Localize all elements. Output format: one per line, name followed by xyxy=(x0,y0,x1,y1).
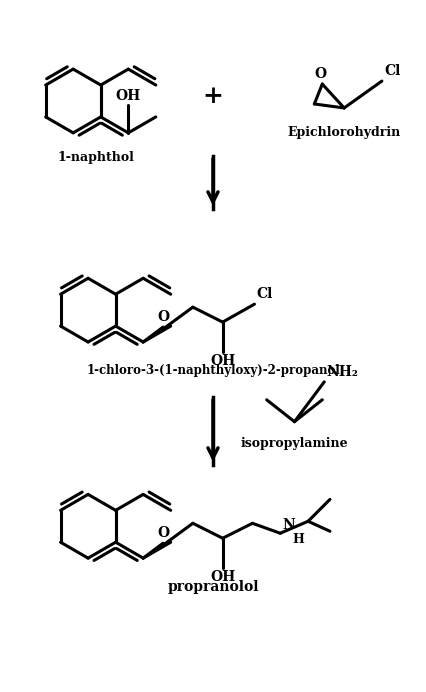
Text: propranolol: propranolol xyxy=(167,580,259,594)
Text: O: O xyxy=(157,526,169,540)
Text: isopropylamine: isopropylamine xyxy=(241,437,348,450)
Text: O: O xyxy=(157,310,169,324)
Text: NH₂: NH₂ xyxy=(326,365,358,379)
Text: Cl: Cl xyxy=(384,64,400,78)
Text: +: + xyxy=(202,84,224,108)
Text: Cl: Cl xyxy=(256,287,273,301)
Text: OH: OH xyxy=(210,570,235,584)
Text: 1-chloro-3-(1-naphthyloxy)-2-propanol: 1-chloro-3-(1-naphthyloxy)-2-propanol xyxy=(86,364,340,377)
Text: H: H xyxy=(292,533,304,546)
Text: N: N xyxy=(282,518,295,532)
Text: OH: OH xyxy=(210,354,235,368)
Text: OH: OH xyxy=(115,89,141,103)
Text: O: O xyxy=(314,67,326,81)
Text: 1-naphthol: 1-naphthol xyxy=(58,151,134,164)
Text: Epichlorohydrin: Epichlorohydrin xyxy=(288,126,401,139)
